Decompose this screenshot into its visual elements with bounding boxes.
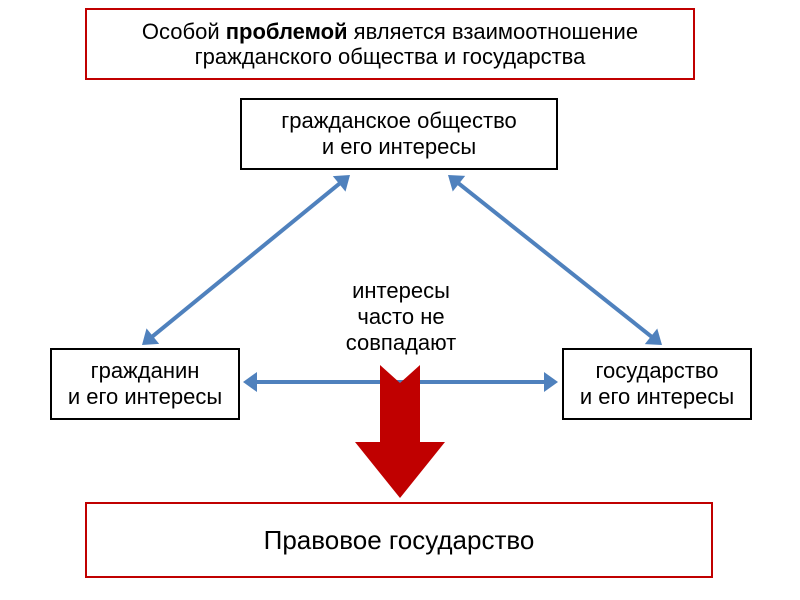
title-line1: Особой проблемой является взаимоотношени… xyxy=(142,19,638,44)
right-line1: государство xyxy=(595,358,718,384)
top-line2: и его интересы xyxy=(322,134,476,160)
left-line1: гражданин xyxy=(91,358,200,384)
left-box: гражданин и его интересы xyxy=(50,348,240,420)
title-bold: проблемой xyxy=(226,19,348,44)
center-line2: часто не xyxy=(357,304,444,330)
title-box: Особой проблемой является взаимоотношени… xyxy=(85,8,695,80)
top-box: гражданское общество и его интересы xyxy=(240,98,558,170)
bottom-box: Правовое государство xyxy=(85,502,713,578)
center-line1: интересы xyxy=(352,278,450,304)
title-post: является взаимоотношение xyxy=(348,19,639,44)
top-line1: гражданское общество xyxy=(281,108,517,134)
title-line2: гражданского общества и государства xyxy=(195,44,586,69)
center-line3: совпадают xyxy=(346,330,456,356)
bottom-text: Правовое государство xyxy=(264,525,535,556)
left-line2: и его интересы xyxy=(68,384,222,410)
center-label: интересы часто не совпадают xyxy=(326,272,476,362)
title-pre: Особой xyxy=(142,19,226,44)
right-box: государство и его интересы xyxy=(562,348,752,420)
right-line2: и его интересы xyxy=(580,384,734,410)
